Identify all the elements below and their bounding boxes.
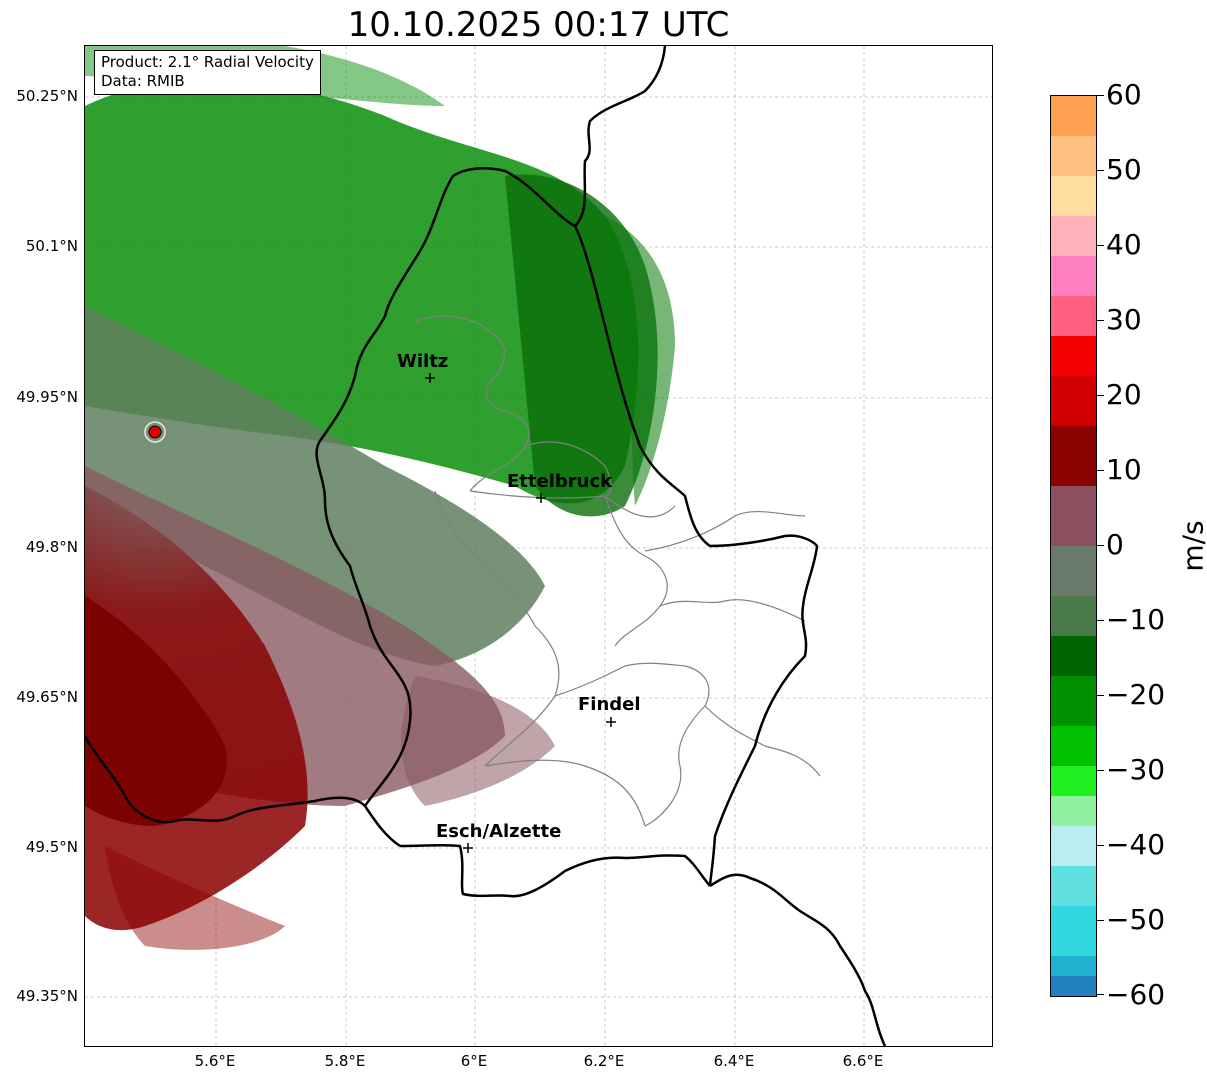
colorbar-unit-label: m/s: [1176, 520, 1207, 572]
lon-tick-label: 6°E: [460, 1052, 488, 1070]
echo-fringe-northeast: [605, 216, 675, 506]
echo-red-core: [85, 596, 227, 826]
echo-grey-band: [85, 306, 545, 666]
radar-map-canvas: [85, 46, 992, 1046]
radar-site-marker: [148, 425, 162, 439]
radar-echoes: [85, 46, 675, 950]
colorbar-tick: [1096, 545, 1104, 546]
velocity-colorbar: [1050, 95, 1097, 997]
colorbar-tick: [1096, 845, 1104, 846]
colorbar-tick: [1096, 994, 1104, 995]
city-label-ettelbruck: Ettelbruck: [507, 471, 613, 492]
lat-tick-label: 49.35°N: [16, 987, 78, 1005]
lat-tick-label: 50.1°N: [25, 237, 78, 255]
product-label: Product: 2.1° Radial Velocity: [101, 53, 314, 71]
colorbar-tick: [1096, 95, 1104, 96]
colorbar-tick: [1096, 320, 1104, 321]
lat-tick-label: 49.65°N: [16, 688, 78, 706]
colorbar-tick: [1096, 920, 1104, 921]
colorbar-tick: [1096, 695, 1104, 696]
colorbar-tick-label: 50: [1106, 153, 1142, 186]
lon-tick-label: 6.2°E: [583, 1052, 625, 1070]
colorbar-tick-label: 30: [1106, 303, 1142, 336]
canton-borders: [414, 315, 821, 827]
lon-tick-label: 5.8°E: [324, 1052, 366, 1070]
colorbar-tick-label: −60: [1106, 978, 1166, 1011]
lon-tick-label: 6.4°E: [713, 1052, 755, 1070]
colorbar-tick: [1096, 395, 1104, 396]
echo-sparse-south: [105, 846, 285, 950]
city-label-esch-alzette: Esch/Alzette: [436, 821, 562, 842]
radar-map[interactable]: [84, 45, 993, 1047]
lon-tick-label: 6.6°E: [842, 1052, 884, 1070]
lat-tick-label: 49.8°N: [25, 538, 78, 556]
colorbar-tick: [1096, 170, 1104, 171]
colorbar-tick-label: 40: [1106, 228, 1142, 261]
lat-tick-label: 49.95°N: [16, 388, 78, 406]
city-markers: [425, 373, 616, 853]
colorbar-tick-label: 0: [1106, 528, 1124, 561]
product-info-box: Product: 2.1° Radial Velocity Data: RMIB: [94, 50, 321, 95]
lon-tick-label: 5.6°E: [194, 1052, 236, 1070]
colorbar-tick-label: −40: [1106, 828, 1166, 861]
colorbar-tick-label: 20: [1106, 378, 1142, 411]
city-label-wiltz: Wiltz: [397, 351, 449, 372]
colorbar-gradient: [1051, 96, 1096, 996]
colorbar-tick: [1096, 470, 1104, 471]
lat-tick-label: 49.5°N: [25, 838, 78, 856]
national-borders: [85, 46, 887, 1046]
data-source-label: Data: RMIB: [101, 72, 185, 90]
colorbar-tick-label: −30: [1106, 753, 1166, 786]
colorbar-tick-label: −50: [1106, 903, 1166, 936]
map-title: 10.10.2025 00:17 UTC: [347, 5, 730, 45]
echo-sparse-se: [401, 676, 555, 806]
colorbar-tick-label: −20: [1106, 678, 1166, 711]
colorbar-tick: [1096, 245, 1104, 246]
city-label-findel: Findel: [578, 694, 641, 715]
colorbar-tick: [1096, 770, 1104, 771]
lat-tick-label: 50.25°N: [16, 87, 78, 105]
colorbar-tick-label: 10: [1106, 453, 1142, 486]
colorbar-tick-label: 60: [1106, 78, 1142, 111]
colorbar-tick-label: −10: [1106, 603, 1166, 636]
colorbar-tick: [1096, 620, 1104, 621]
